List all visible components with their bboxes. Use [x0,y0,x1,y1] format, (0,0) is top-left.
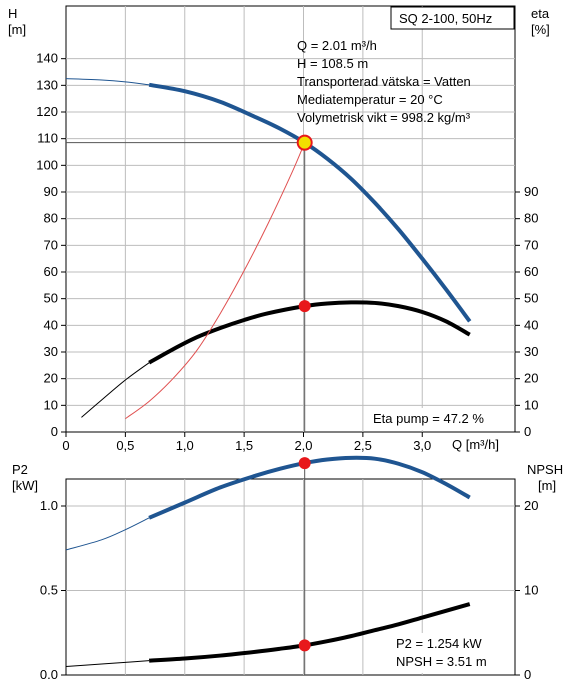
head-efficiency-chart: 0 0,5 1,0 1,5 2,0 2,5 3,0 0 10 20 30 40 50 60 70 80 90 10… [8,5,550,453]
y-right-label-top: eta [531,6,550,21]
y-left-tick-label: 120 [36,104,58,119]
y-left-tick-label: 100 [36,157,58,172]
npsh-tick-label: 20 [524,498,538,513]
npsh-tick-label: 0 [524,667,531,682]
y-left-tick-label: 130 [36,77,58,92]
bottom-markers [298,457,311,675]
y-right-tick-label: 50 [524,291,538,306]
p2-axis-label-unit: [kW] [12,478,38,493]
eta-operating-point-marker [298,300,311,313]
x-tick-label: 1,0 [176,438,194,453]
top-series [65,78,472,420]
y-right-tick-label: 60 [524,264,538,279]
p2-operating-point-marker [298,457,311,470]
npsh-operating-point-marker [298,639,311,652]
p2-tick-label: 1.0 [40,498,58,513]
y-right-tick-label: 10 [524,397,538,412]
y-left-tick-label: 50 [44,291,58,306]
power-note-box [388,633,513,673]
y-right-tick-label: 30 [524,344,538,359]
x-tick-label: 1,5 [235,438,253,453]
y-left-tick-label: 140 [36,51,58,66]
y-right-tick-label: 40 [524,317,538,332]
npsh-axis-label-unit: [m] [538,478,556,493]
y-left-tick-label: 80 [44,211,58,226]
y-left-tick-label: 0 [51,424,58,439]
bottom-plot-frame [65,478,516,676]
x-tick-label: 0 [62,438,69,453]
bottom-tick-labels: 0.0 0.5 1.0 0 10 20 [40,498,539,682]
npsh_thin-curve [65,660,150,668]
top-tick-labels: 0 0,5 1,0 1,5 2,0 2,5 3,0 0 10 20 30 40 50 60 70 80 90 10… [36,51,538,453]
npsh-curve [149,602,471,663]
y-right-tick-label: 80 [524,211,538,226]
chart-title: SQ 2-100, 50Hz [399,11,492,26]
y-left-tick-label: 70 [44,237,58,252]
y-right-tick-label: 20 [524,371,538,386]
info-line-q: Q = 2.01 m³/h [297,38,377,53]
system-curve [125,142,306,420]
x-tick-label: 2,0 [294,438,312,453]
y-left-label-top: H [8,6,17,21]
y-left-tick-label: 20 [44,371,58,386]
y-right-label-unit: [%] [531,22,550,37]
npsh-axis-label-top: NPSH [527,462,563,477]
top-grid [61,6,520,437]
y-left-label-unit: [m] [8,22,26,37]
x-axis-label: Q [m³/h] [452,437,499,452]
y-right-tick-label: 90 [524,184,538,199]
y-left-tick-label: 30 [44,344,58,359]
head-operating-point-marker [296,134,313,151]
head_thin-curve [65,78,150,86]
p2-axis-label-top: P2 [12,462,28,477]
y-left-tick-label: 90 [44,184,58,199]
info-line-temperature: Mediatemperatur = 20 °C [297,92,443,107]
eta_thin-curve [81,362,150,418]
p2_thin-curve [65,517,150,551]
y-left-tick-label: 110 [37,131,58,146]
p2-tick-label: 0.5 [40,583,58,598]
npsh-note: NPSH = 3.51 m [396,654,487,669]
eta-pump-note: Eta pump = 47.2 % [373,411,484,426]
power-npsh-chart: 0.0 0.5 1.0 0 10 20 P2 [kW] NPSH [m] P2 = 1.2… [12,455,563,682]
p2-tick-label: 0.0 [40,667,58,682]
title-box [390,6,515,30]
info-line-density: Volymetrisk vikt = 998.2 kg/m³ [297,110,471,125]
p2-curve [148,455,471,520]
head-curve [148,82,472,323]
top-markers [66,134,313,432]
y-left-tick-label: 40 [44,317,58,332]
y-left-tick-label: 10 [44,397,58,412]
p2-note: P2 = 1.254 kW [396,636,482,651]
eta-curve [148,300,471,365]
info-line-h: H = 108.5 m [297,56,368,71]
eta-note-box [367,408,513,430]
y-right-tick-label: 70 [524,237,538,252]
x-tick-label: 0,5 [116,438,134,453]
x-tick-label: 3,0 [413,438,431,453]
x-tick-label: 2,5 [354,438,372,453]
y-right-tick-label: 0 [524,424,531,439]
y-left-tick-label: 60 [44,264,58,279]
npsh-tick-label: 10 [524,583,538,598]
info-line-liquid: Transporterad vätska = Vatten [297,74,471,89]
bottom-series [65,455,471,668]
